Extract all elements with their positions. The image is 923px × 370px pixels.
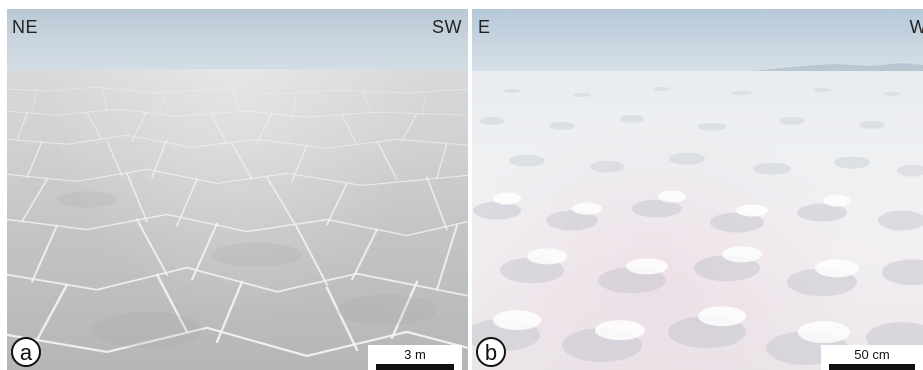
panel-divider [468,9,472,370]
polygonal-crack-pattern [7,86,468,358]
panel-a-photo: NE SW a 3 m [7,9,468,370]
panel-letter-a: a [11,337,41,367]
sky [7,9,468,71]
scale-bar-line [376,364,454,370]
scale-bar-label: 3 m [404,347,426,362]
direction-label-left: NE [12,17,39,37]
scale-bar-line [829,364,915,370]
salt-flat-ground [7,69,468,370]
direction-label-right: W [909,17,923,37]
direction-label-right: SW [432,17,462,37]
salt-nodule-texture [472,86,923,366]
scale-bar-b: 50 cm [821,345,923,370]
scale-bar-a: 3 m [368,345,462,370]
scale-bar-label: 50 cm [854,347,890,362]
direction-label-left: E [478,17,491,37]
salt-crust-ground [472,71,923,370]
panel-b-photo: E W b 50 cm [472,9,923,370]
panel-letter-b: b [476,337,506,367]
sky [472,9,923,73]
